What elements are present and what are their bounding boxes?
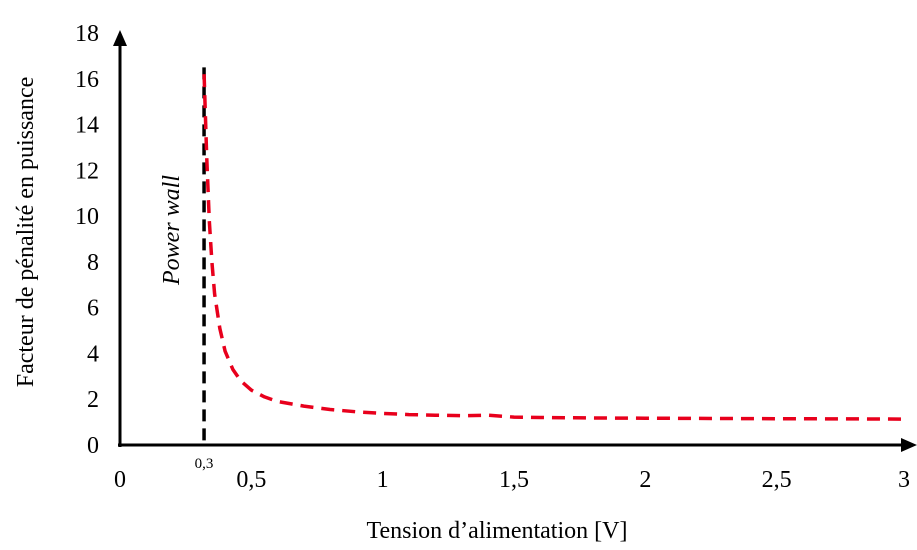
y-tick-label: 14 [75, 113, 99, 139]
series-line [202, 74, 909, 421]
power-wall-x-label: 0,3 [195, 456, 214, 472]
y-tick-label: 16 [75, 67, 99, 93]
y-tick-labels: 0 2 4 6 8 10 12 14 16 18 [75, 21, 99, 459]
x-axis-arrow-icon [901, 438, 917, 452]
x-tick-label: 1 [377, 467, 389, 493]
y-axis-label: Facteur de pénalité en puissance [13, 77, 39, 388]
y-tick-label: 18 [75, 21, 99, 47]
x-tick-label: 3 [898, 467, 910, 493]
x-tick-labels: 0 0,5 1 1,5 2 2,5 3 [114, 467, 910, 493]
x-axis-label: Tension d’alimentation [V] [367, 518, 628, 544]
y-tick-label: 6 [87, 296, 99, 322]
x-tick-label: 0 [114, 467, 126, 493]
x-tick-label: 1,5 [499, 467, 529, 493]
x-tick-label: 2 [639, 467, 651, 493]
x-tick-label: 0,5 [236, 467, 266, 493]
axes [113, 30, 917, 452]
x-tick-label: 2,5 [762, 467, 792, 493]
y-tick-label: 12 [75, 158, 99, 184]
power-wall-label: Power wall [159, 175, 185, 286]
series-group [202, 74, 909, 421]
y-tick-label: 2 [87, 387, 99, 413]
y-tick-label: 10 [75, 204, 99, 230]
y-tick-label: 0 [87, 433, 99, 459]
y-tick-label: 8 [87, 250, 99, 276]
y-axis-arrow-icon [113, 30, 127, 46]
y-tick-label: 4 [87, 341, 99, 367]
